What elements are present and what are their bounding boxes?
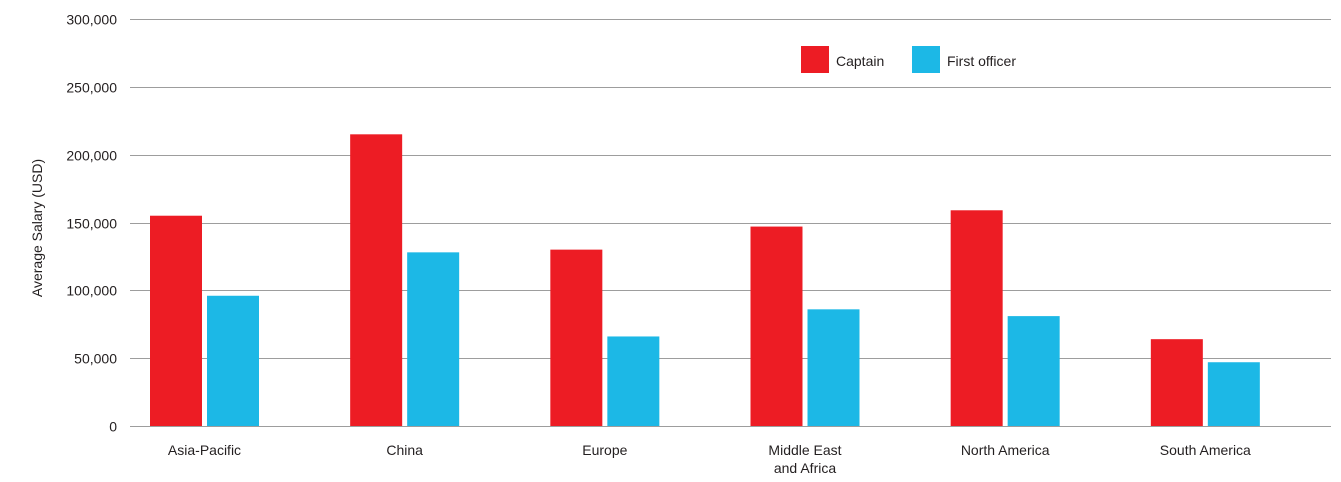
legend-label-captain: Captain [836,53,884,69]
y-tick-label: 300,000 [66,12,117,28]
bar-captain [950,210,1003,426]
x-category-label: Europe [582,442,627,458]
y-tick-label: 200,000 [66,148,117,164]
bar-captain [150,215,202,426]
bar-captain [750,226,803,426]
bar-first-officer [1007,316,1060,426]
bar-first-officer [1207,362,1260,426]
bar-first-officer [207,295,259,426]
x-category-label: China [386,442,423,458]
y-axis-label: Average Salary (USD) [29,159,45,297]
bar-first-officer [807,309,860,426]
bar-first-officer [407,252,460,426]
x-category-label: Middle East and Africa [768,442,841,476]
bars [150,134,1260,427]
x-axis-categories: Asia-Pacific China Europe Middle East and Af… [168,442,1251,476]
bar-first-officer [607,336,660,426]
legend-item-captain: Captain [801,46,884,73]
x-category-label: North America [961,442,1050,458]
x-category-label: South America [1160,442,1251,458]
y-tick-label: 0 [109,419,117,435]
y-tick-label: 150,000 [66,216,117,232]
y-axis-ticks: 0 50,000 100,000 150,000 200,000 250,000 300,0… [66,12,117,435]
y-tick-label: 100,000 [66,283,117,299]
y-tick-label: 50,000 [74,351,117,367]
legend-label-first-officer: First officer [947,53,1016,69]
bar-captain [550,249,603,426]
x-category-label: Asia-Pacific [168,442,241,458]
gridlines [130,19,1331,427]
bar-captain [350,134,403,427]
legend-swatch-first-officer [912,46,940,73]
bar-captain [1150,339,1203,426]
y-tick-label: 250,000 [66,80,117,96]
legend: Captain First officer [801,46,1016,73]
legend-item-first-officer: First officer [912,46,1016,73]
legend-swatch-captain [801,46,829,73]
